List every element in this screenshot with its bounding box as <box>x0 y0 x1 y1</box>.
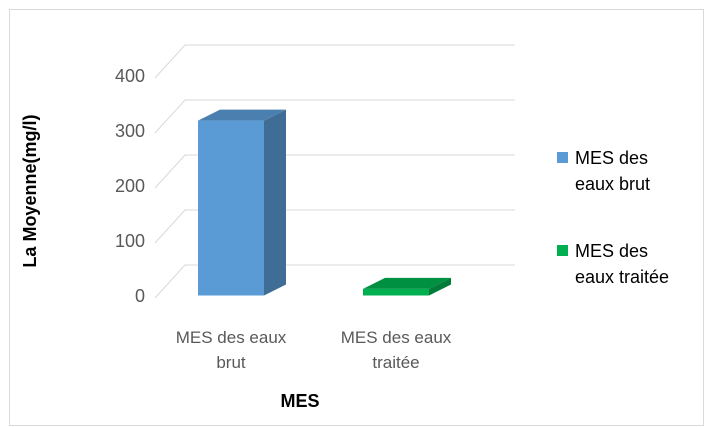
grid-line <box>154 99 515 134</box>
y-axis-label: La Moyenne(mg/l) <box>19 114 40 268</box>
legend-label: MES des eaux traitée <box>575 241 670 288</box>
x-tick-label: MES des eaux brut <box>175 328 287 372</box>
bar-top <box>363 277 451 289</box>
y-tick-label: 200 <box>114 176 145 196</box>
bar-side <box>264 109 286 296</box>
y-tick-label: 300 <box>114 121 145 141</box>
grid-line <box>154 154 515 189</box>
grid-line <box>154 209 515 244</box>
grid-line <box>154 44 515 79</box>
chart-border <box>9 9 704 426</box>
y-tick-label: 400 <box>114 66 145 86</box>
bar-top <box>198 109 286 121</box>
legend-swatch <box>557 152 568 163</box>
bar-side <box>429 277 451 296</box>
x-tick-label: MES des eaux traitée <box>340 328 452 372</box>
legend-swatch <box>557 245 568 256</box>
x-axis-label: MES <box>280 391 320 411</box>
grid-line <box>154 264 515 299</box>
bar <box>198 120 264 296</box>
y-tick-label: 0 <box>134 286 145 306</box>
y-tick-label: 100 <box>114 231 145 251</box>
legend-label: MES des eaux brut <box>575 148 651 195</box>
bar <box>363 288 429 296</box>
